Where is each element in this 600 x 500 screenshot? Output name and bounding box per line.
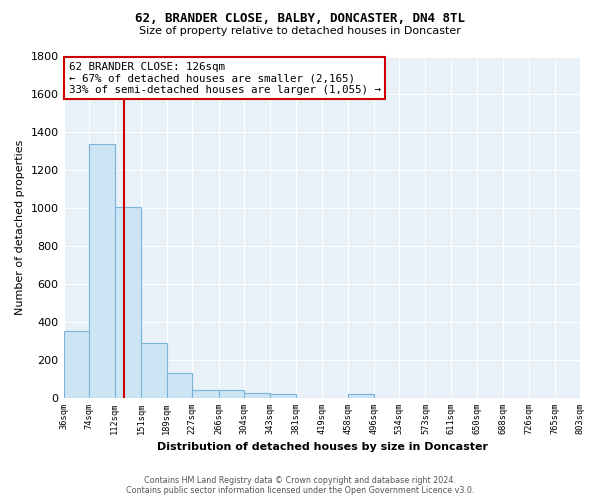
Y-axis label: Number of detached properties: Number of detached properties — [15, 140, 25, 315]
X-axis label: Distribution of detached houses by size in Doncaster: Distribution of detached houses by size … — [157, 442, 488, 452]
Bar — [167, 373, 192, 398]
Bar — [271, 394, 296, 398]
Bar — [244, 393, 271, 398]
Bar — [192, 390, 218, 398]
Text: Size of property relative to detached houses in Doncaster: Size of property relative to detached ho… — [139, 26, 461, 36]
Bar — [218, 390, 244, 398]
Bar — [64, 332, 89, 398]
Text: 62 BRANDER CLOSE: 126sqm
← 67% of detached houses are smaller (2,165)
33% of sem: 62 BRANDER CLOSE: 126sqm ← 67% of detach… — [69, 62, 381, 95]
Text: Contains HM Land Registry data © Crown copyright and database right 2024.
Contai: Contains HM Land Registry data © Crown c… — [126, 476, 474, 495]
Bar — [141, 343, 167, 398]
Bar — [115, 207, 141, 398]
Text: 62, BRANDER CLOSE, BALBY, DONCASTER, DN4 8TL: 62, BRANDER CLOSE, BALBY, DONCASTER, DN4… — [135, 12, 465, 26]
Bar — [89, 144, 115, 398]
Bar — [348, 394, 374, 398]
